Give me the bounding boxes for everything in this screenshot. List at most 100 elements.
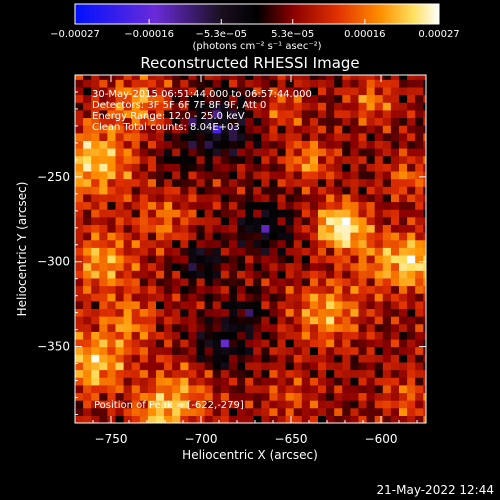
heatmap-cell	[131, 323, 141, 332]
heatmap-cell	[156, 254, 165, 264]
heatmap-cell	[220, 201, 230, 210]
heatmap-cell	[204, 117, 214, 126]
heatmap-cell	[131, 125, 141, 134]
heatmap-cell	[220, 377, 230, 386]
heatmap-cell	[91, 323, 100, 332]
heatmap-cell	[220, 239, 230, 248]
heatmap-cell	[147, 125, 157, 134]
heatmap-cell	[91, 102, 100, 111]
heatmap-cell	[350, 316, 360, 325]
heatmap-cell	[277, 361, 287, 371]
heatmap-cell	[212, 346, 222, 355]
heatmap-cell	[204, 346, 214, 355]
heatmap-cell	[245, 86, 254, 96]
heatmap-cell	[156, 300, 165, 310]
heatmap-cell	[253, 323, 262, 332]
heatmap-cell	[172, 86, 181, 96]
heatmap-cell	[180, 316, 189, 325]
heatmap-cell	[180, 155, 189, 164]
heatmap-cell	[309, 346, 319, 355]
heatmap-cell	[399, 361, 408, 371]
heatmap-cell	[204, 323, 214, 332]
heatmap-cell	[382, 407, 392, 416]
heatmap-cell	[188, 148, 198, 157]
heatmap-cell	[107, 117, 117, 126]
heatmap-cell	[196, 239, 206, 248]
heatmap-cell	[91, 155, 100, 164]
heatmap-cell	[220, 285, 230, 294]
heatmap-cell	[293, 346, 303, 355]
heatmap-cell	[423, 193, 426, 203]
heatmap-cell	[277, 316, 287, 325]
heatmap-cell	[180, 86, 189, 96]
heatmap-cell	[366, 407, 376, 416]
heatmap-cell	[261, 193, 270, 203]
heatmap-cell	[423, 163, 426, 172]
heatmap-cell	[220, 148, 230, 157]
heatmap-cell	[131, 407, 141, 416]
heatmap-cell	[390, 277, 400, 287]
heatmap-cell	[358, 201, 368, 210]
heatmap-cell	[83, 247, 92, 256]
heatmap-cell	[115, 331, 125, 340]
heatmap-cell	[156, 308, 165, 317]
heatmap-cell	[277, 354, 287, 363]
heatmap-cell	[423, 400, 426, 409]
heatmap-cell	[253, 354, 262, 363]
heatmap-cell	[342, 384, 351, 394]
heatmap-cell	[83, 186, 92, 195]
heatmap-cell	[326, 239, 335, 248]
heatmap-cell	[407, 293, 416, 302]
heatmap-cell	[180, 224, 189, 233]
heatmap-cell	[131, 163, 141, 172]
heatmap-cell	[326, 148, 335, 157]
heatmap-cell	[131, 377, 141, 386]
heatmap-cell	[147, 170, 157, 180]
heatmap-cell	[334, 155, 343, 164]
heatmap-cell	[228, 270, 238, 279]
heatmap-cell	[301, 239, 311, 248]
heatmap-cell	[139, 323, 149, 332]
heatmap-cell	[180, 186, 189, 195]
heatmap-cell	[220, 232, 230, 241]
heatmap-cell	[99, 178, 108, 187]
heatmap-cell	[358, 140, 368, 149]
heatmap-cell	[277, 75, 287, 80]
heatmap-cell	[131, 209, 141, 218]
heatmap-cell	[228, 331, 238, 340]
heatmap-cell	[253, 79, 262, 88]
heatmap-cell	[382, 79, 392, 88]
heatmap-cell	[107, 262, 117, 271]
heatmap-cell	[301, 140, 311, 149]
heatmap-cell	[147, 232, 157, 241]
heatmap-cell	[318, 75, 327, 80]
heatmap-cell	[399, 201, 408, 210]
heatmap-cell	[301, 178, 311, 187]
heatmap-cell	[139, 155, 149, 164]
heatmap-cell	[309, 186, 319, 195]
heatmap-cell	[285, 148, 295, 157]
heatmap-cell	[326, 94, 335, 103]
heatmap-cell	[366, 384, 376, 394]
heatmap-cell	[390, 338, 400, 348]
heatmap-cell	[212, 308, 222, 317]
heatmap-cell	[407, 338, 416, 348]
heatmap-cell	[318, 178, 327, 187]
heatmap-cell	[220, 193, 230, 203]
heatmap-cell	[107, 132, 117, 141]
heatmap-cell	[358, 247, 368, 256]
heatmap-cell	[188, 132, 198, 141]
heatmap-cell	[147, 384, 157, 394]
heatmap-cell	[91, 125, 100, 134]
heatmap-cell	[326, 392, 335, 401]
heatmap-cell	[156, 201, 165, 210]
heatmap-cell	[131, 170, 141, 180]
heatmap-cell	[75, 216, 84, 225]
heatmap-cell	[83, 407, 92, 416]
heatmap-cell	[261, 109, 270, 119]
heatmap-cell	[228, 300, 238, 310]
heatmap-cell	[261, 148, 270, 157]
heatmap-cell	[99, 338, 108, 348]
heatmap-cell	[358, 94, 368, 103]
heatmap-cell	[407, 109, 416, 119]
